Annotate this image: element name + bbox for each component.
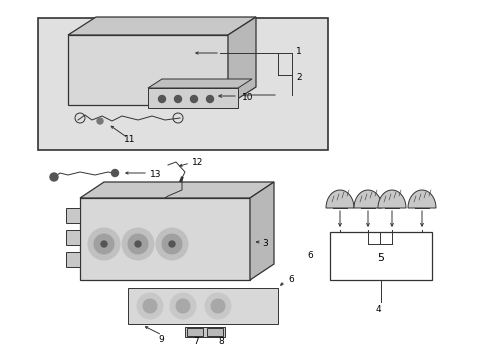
Bar [148, 88, 238, 108]
Circle shape [94, 234, 114, 254]
Circle shape [142, 299, 157, 313]
Circle shape [190, 95, 197, 103]
Text: 5: 5 [377, 253, 384, 263]
Text: 6: 6 [306, 251, 312, 260]
Bar [66, 252, 80, 267]
Text: 9: 9 [158, 334, 163, 343]
Text: 10: 10 [242, 93, 253, 102]
Polygon shape [80, 182, 273, 198]
Circle shape [137, 293, 163, 319]
Bar [66, 208, 80, 223]
Circle shape [156, 228, 187, 260]
Text: 7: 7 [193, 338, 198, 346]
Bar [206, 328, 223, 336]
Circle shape [210, 299, 224, 313]
Circle shape [128, 234, 148, 254]
Circle shape [170, 293, 196, 319]
Text: 2: 2 [295, 72, 301, 81]
Circle shape [162, 234, 182, 254]
Polygon shape [407, 190, 435, 208]
Polygon shape [377, 190, 405, 208]
Text: 6: 6 [287, 274, 293, 284]
Polygon shape [325, 190, 353, 208]
Text: 1: 1 [295, 46, 301, 55]
Text: 11: 11 [124, 135, 136, 144]
Text: 13: 13 [150, 170, 161, 179]
Circle shape [97, 118, 103, 124]
Circle shape [101, 241, 107, 247]
Polygon shape [148, 79, 251, 88]
Circle shape [169, 241, 175, 247]
Polygon shape [249, 182, 273, 280]
Circle shape [111, 170, 118, 176]
Circle shape [158, 95, 165, 103]
Polygon shape [68, 17, 256, 35]
Circle shape [174, 95, 181, 103]
Bar [128, 288, 278, 324]
Bar [80, 198, 249, 280]
Polygon shape [227, 17, 256, 105]
Circle shape [135, 241, 141, 247]
Polygon shape [353, 190, 381, 208]
Circle shape [88, 228, 120, 260]
Bar [68, 35, 227, 105]
Bar [184, 327, 224, 337]
Circle shape [204, 293, 230, 319]
Text: 12: 12 [192, 158, 203, 166]
Circle shape [122, 228, 154, 260]
Bar [329, 232, 431, 280]
Bar [38, 18, 327, 150]
Bar [66, 230, 80, 245]
Circle shape [206, 95, 213, 103]
Text: 3: 3 [262, 239, 267, 248]
Text: 4: 4 [374, 305, 380, 314]
Text: 8: 8 [218, 338, 224, 346]
Circle shape [50, 173, 58, 181]
Circle shape [176, 299, 190, 313]
Bar [186, 328, 203, 336]
